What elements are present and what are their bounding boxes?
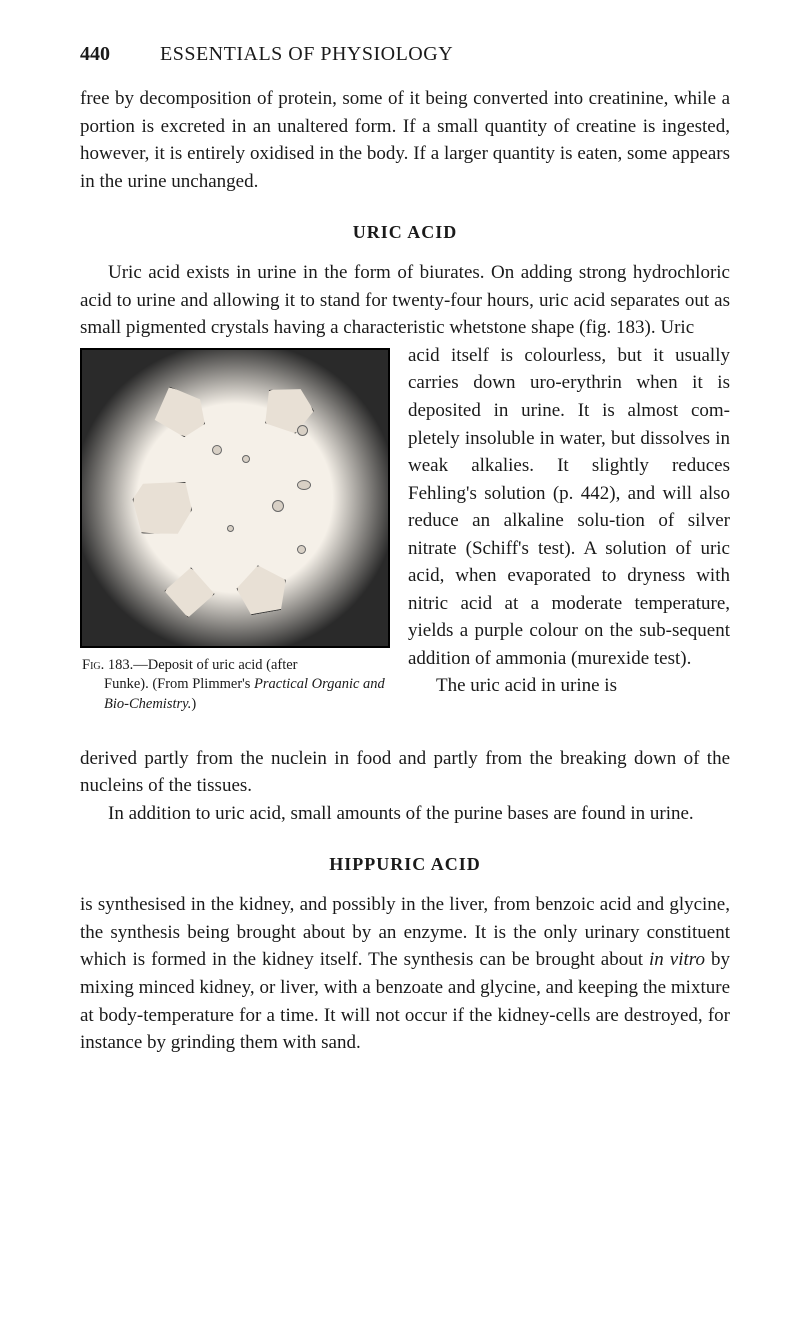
- book-title: ESSENTIALS OF PHYSIOLOGY: [160, 40, 453, 69]
- hippuric-para1-a: is synthesised in the kidney, and possib…: [80, 894, 730, 970]
- uric-para2-cont: derived partly from the nuclein in food …: [80, 745, 730, 800]
- figure-caption-line2c: ): [191, 696, 196, 712]
- figure-block: Fig. 183.—Deposit of uric acid (after Fu…: [80, 348, 390, 715]
- figure-caption-line2a: Funke). (From Plimmer's: [104, 676, 254, 692]
- figure-text-section: Fig. 183.—Deposit of uric acid (after Fu…: [80, 342, 730, 721]
- uric-para3: In addition to uric acid, small amounts …: [80, 800, 730, 828]
- hippuric-para1: is synthesised in the kidney, and possib…: [80, 891, 730, 1056]
- figure-caption-line1: —Deposit of uric acid (after: [133, 657, 297, 673]
- uric-acid-heading: URIC ACID: [80, 219, 730, 245]
- page-number: 440: [80, 40, 110, 69]
- figure-number: 183.: [108, 657, 133, 673]
- uric-para1: Uric acid exists in urine in the form of…: [80, 259, 730, 342]
- hippuric-acid-heading: HIPPURIC ACID: [80, 851, 730, 877]
- figure-label: Fig.: [82, 657, 104, 673]
- intro-paragraph: free by decomposition of protein, some o…: [80, 85, 730, 195]
- hippuric-para1-italic: in vitro: [649, 949, 705, 970]
- page-header: 440 ESSENTIALS OF PHYSIOLOGY: [80, 40, 730, 69]
- figure-183-image: [80, 348, 390, 648]
- figure-caption: Fig. 183.—Deposit of uric acid (after Fu…: [80, 656, 390, 715]
